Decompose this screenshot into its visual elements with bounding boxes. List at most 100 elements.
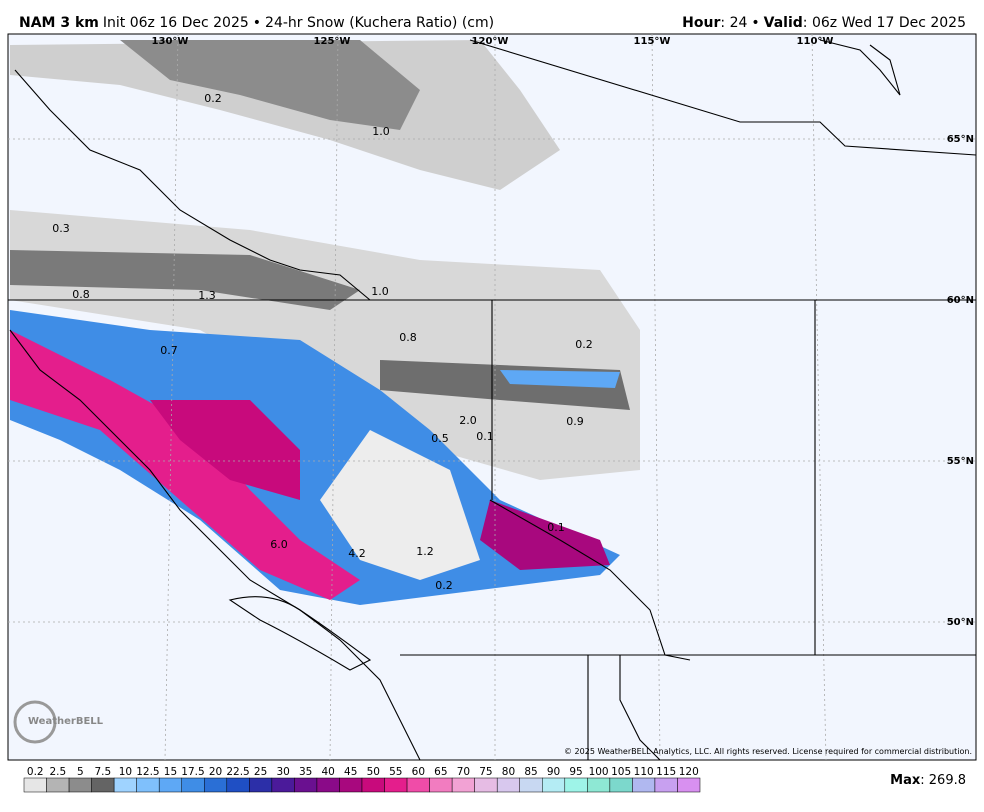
colorbar-label: 22.5	[226, 766, 249, 778]
colorbar-label: 85	[524, 766, 537, 778]
colorbar-swatch	[654, 777, 678, 793]
point-label: 0.1	[476, 430, 494, 443]
colorbar-swatch	[339, 777, 363, 793]
colorbar-label: 17.5	[181, 766, 204, 778]
header-text: NAM 3 km Init 06z 16 Dec 2025 • 24-hr Snow …	[19, 15, 494, 31]
island	[228, 596, 372, 671]
colorbar-swatch	[384, 777, 408, 793]
point-label: 4.2	[348, 547, 366, 560]
snow-area	[120, 40, 420, 130]
product: 24-hr Snow (Kuchera Ratio) (cm)	[265, 15, 494, 31]
colorbar-swatch	[609, 777, 633, 793]
colorbar-label: 30	[276, 766, 289, 778]
point-label: 1.0	[372, 125, 390, 138]
colorbar-label: 35	[299, 766, 312, 778]
colorbar-swatch	[136, 777, 160, 793]
logo: WeatherBELL	[13, 700, 104, 744]
copyright: © 2025 WeatherBELL Analytics, LLC. All r…	[564, 747, 972, 756]
colorbar-swatch	[474, 777, 498, 793]
colorbar-swatch	[249, 777, 273, 793]
snow-area	[10, 330, 360, 600]
colorbar-label: 0.2	[27, 766, 44, 778]
header-time: Hour: 24 • Valid: 06z Wed 17 Dec 2025	[682, 15, 966, 31]
colon: :	[720, 15, 729, 31]
colorbar-swatch	[496, 777, 520, 793]
colorbar-label: 55	[389, 766, 402, 778]
colorbar-label: 65	[434, 766, 447, 778]
colorbar-label: 40	[322, 766, 335, 778]
colorbar-swatch	[429, 777, 453, 793]
logo-text: WeatherBELL	[28, 716, 104, 727]
longitude-labels: 130°W 125°W 120°W 115°W 110°W	[152, 36, 834, 47]
border	[469, 39, 977, 156]
longitude-label: 125°W	[314, 36, 351, 47]
colorbar-swatch	[158, 777, 182, 793]
colorbar-swatch	[294, 777, 318, 793]
colorbar-label: 115	[656, 766, 676, 778]
colorbar-swatch	[204, 777, 228, 793]
coastline	[9, 329, 421, 761]
point-label: 0.7	[160, 344, 178, 357]
colorbar-label: 2.5	[49, 766, 66, 778]
colorbar-swatch	[68, 777, 92, 793]
point-label: 0.2	[204, 92, 222, 105]
colorbar-label: 10	[119, 766, 132, 778]
colorbar-swatch	[587, 777, 611, 793]
longitude-label: 130°W	[152, 36, 189, 47]
point-labels: 0.2 1.0 0.3 0.8 1.3 1.0 0.7 0.8 0.2 2.0 0.1 0.5 0.9 0…	[52, 92, 593, 592]
valid-label: Valid	[764, 15, 803, 31]
latitude-label: 50°N	[947, 617, 974, 628]
snow-area	[10, 250, 360, 310]
colorbar-swatch	[181, 777, 205, 793]
colorbar-label: 15	[164, 766, 177, 778]
point-label: 0.9	[566, 415, 584, 428]
snow-area	[480, 500, 610, 570]
colorbar-swatch	[46, 777, 70, 793]
colorbar-label: 7.5	[95, 766, 112, 778]
snow-area	[320, 430, 480, 580]
border	[14, 69, 371, 301]
colorbar-swatch	[542, 777, 566, 793]
point-label: 1.2	[416, 545, 434, 558]
logo-swirl	[13, 700, 57, 744]
colorbar-swatch	[113, 777, 137, 793]
separator: •	[751, 15, 759, 31]
colorbar-swatch	[677, 777, 701, 793]
colorbar-swatch	[519, 777, 543, 793]
border	[489, 499, 691, 661]
latitude-label: 65°N	[947, 134, 974, 145]
colorbar-label: 120	[679, 766, 699, 778]
border	[8, 299, 976, 656]
colorbar-swatch	[23, 777, 47, 793]
model: NAM 3 km	[19, 15, 99, 31]
colorbar-label: 95	[569, 766, 582, 778]
point-label: 2.0	[459, 414, 477, 427]
coastline	[819, 39, 901, 96]
point-label: 1.0	[371, 285, 389, 298]
latitude-labels: 65°N 60°N 55°N 50°N	[947, 134, 974, 628]
hour: 24	[730, 15, 748, 31]
point-label: 0.8	[72, 288, 90, 301]
snow-shading	[10, 40, 640, 605]
colorbar-label: 90	[547, 766, 560, 778]
snow-area	[500, 370, 620, 388]
colorbar-label: 12.5	[136, 766, 159, 778]
snow-area	[150, 400, 300, 500]
point-label: 0.2	[575, 338, 593, 351]
colorbar: 0.2 2.5 5 7.5 10 12.5 15 17.5 20 22.5 25 30 35 40 45 50…	[23, 766, 701, 793]
point-label: 0.3	[52, 222, 70, 235]
colorbar-label: 45	[344, 766, 357, 778]
map: 130°W 125°W 120°W 115°W 110°W 65°N 60°N 55°N 50…	[7, 33, 977, 761]
boundaries	[8, 39, 977, 761]
point-label: 1.3	[198, 289, 216, 302]
max-value: 269.8	[929, 773, 966, 788]
hour-label: Hour	[682, 15, 720, 31]
colorbar-swatch	[361, 777, 385, 793]
colorbar-label: 110	[634, 766, 654, 778]
point-label: 6.0	[270, 538, 288, 551]
point-label: 0.1	[547, 521, 565, 534]
colorbar-swatch	[451, 777, 475, 793]
latitude-label: 55°N	[947, 456, 974, 467]
colon: :	[920, 773, 929, 788]
